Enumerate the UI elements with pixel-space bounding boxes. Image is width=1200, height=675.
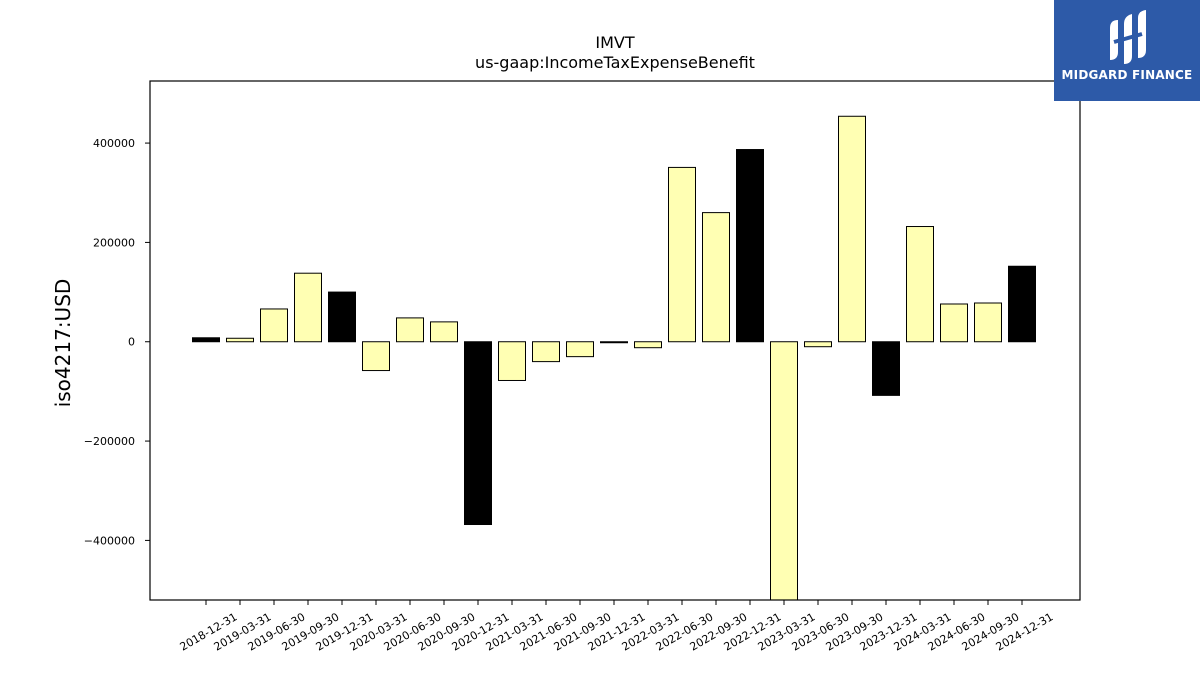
bar-2024-12-31 (1008, 265, 1036, 343)
plot-frame (149, 80, 1081, 601)
bar-2022-03-31 (634, 341, 662, 349)
y-axis-label: iso4217:USD (51, 279, 75, 408)
bar-2024-09-30 (974, 302, 1002, 343)
bar-2019-12-31 (328, 291, 356, 343)
bar-2023-12-31 (872, 341, 900, 396)
bar-2020-06-30 (396, 317, 424, 343)
bar-2023-09-30 (838, 115, 866, 343)
y-tick-label: 0 (128, 336, 135, 349)
y-axis-ticks: −400000 −200000 0 200000 400000 (84, 137, 150, 547)
bar-2022-12-31 (736, 149, 764, 343)
bar-2022-06-30 (668, 166, 696, 343)
y-tick-label: 400000 (93, 137, 135, 150)
bar-2018-12-31 (192, 337, 220, 343)
bar-2024-06-30 (940, 303, 968, 343)
bar-2019-09-30 (294, 272, 322, 343)
y-tick-label: −200000 (84, 435, 135, 448)
chart-subtitle: us-gaap:IncomeTaxExpenseBenefit (475, 53, 755, 72)
bar-2023-06-30 (804, 341, 832, 348)
bar-2022-09-30 (702, 212, 730, 343)
bar-2020-09-30 (430, 321, 458, 343)
bar-2021-06-30 (532, 341, 560, 363)
bar-2021-09-30 (566, 341, 594, 358)
midgard-logo-icon (1110, 10, 1146, 64)
bar-2021-03-31 (498, 341, 526, 381)
y-tick-label: 200000 (93, 236, 135, 249)
bar-2020-03-31 (362, 341, 390, 372)
logo-text: MIDGARD FINANCE (1061, 68, 1193, 82)
chart-title: IMVT (595, 33, 634, 52)
bar-2023-03-31 (770, 341, 798, 601)
bars-group (192, 115, 1036, 601)
bar-2019-06-30 (260, 308, 288, 343)
y-tick-label: −400000 (84, 534, 135, 547)
bar-2020-12-31 (464, 341, 492, 526)
bar-2021-12-31 (600, 341, 628, 344)
bar-2024-03-31 (906, 226, 934, 343)
x-axis-ticks: 2018-12-312019-03-312019-06-302019-09-30… (178, 600, 1056, 654)
bar-2019-03-31 (226, 337, 254, 343)
midgard-finance-logo: MIDGARD FINANCE (1054, 0, 1200, 101)
